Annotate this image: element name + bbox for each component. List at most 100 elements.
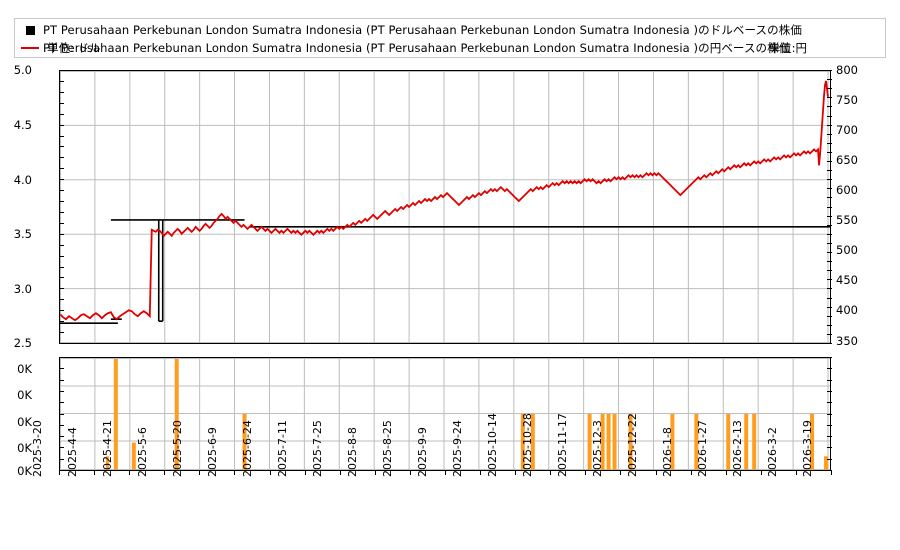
x-axis-tickmark [795, 470, 797, 475]
x-axis-tickmark [620, 470, 622, 475]
legend-entry-usd: PT Perusahaan Perkebunan London Sumatra … [15, 20, 885, 40]
x-axis-tickmark [304, 470, 306, 475]
x-axis-tickmark [164, 470, 166, 475]
volume-chart-svg [60, 358, 830, 470]
axis-tickmark [59, 201, 64, 203]
x-axis-tickmark [199, 470, 201, 475]
axis-tickmark [59, 157, 64, 159]
axis-tickmark [59, 379, 64, 381]
axis-tickmark [59, 470, 64, 471]
axis-tickmark [59, 413, 64, 415]
right-axis-tick-1: 750 [836, 93, 858, 107]
axis-tickmark [59, 124, 64, 126]
axis-tickmark [59, 424, 64, 426]
x-axis-tickmark [129, 470, 131, 475]
axis-tickmark [827, 151, 832, 153]
left-axis-tick-1: 4.5 [13, 118, 32, 132]
axis-tickmark [59, 343, 64, 344]
volume-bars [105, 358, 829, 470]
axis-tickmark [827, 297, 832, 299]
x-axis-tickmark [725, 470, 727, 475]
axis-tickmark [59, 146, 64, 148]
volume-axis-tick-2: 0K [17, 415, 32, 429]
x-axis-tickmark [269, 470, 271, 475]
axis-tickmark [827, 470, 832, 471]
axis-tickmark [59, 168, 64, 170]
right-axis-tick-6: 500 [836, 243, 858, 257]
axis-tickmark [827, 447, 832, 449]
axis-tickmark [59, 222, 64, 224]
axis-tickmark [827, 279, 832, 281]
legend-label-usd: PT Perusahaan Perkebunan London Sumatra … [43, 23, 802, 37]
x-axis-tickmark [445, 470, 446, 475]
x-axis-tickmark [409, 470, 411, 475]
axis-tickmark [827, 124, 832, 126]
price-chart-svg [60, 71, 830, 343]
axis-tickmark [59, 179, 64, 181]
red-line-icon [21, 46, 39, 50]
axis-tickmark [827, 315, 832, 317]
x-axis-tickmark [234, 470, 236, 475]
left-axis-tick-4: 3.0 [13, 282, 32, 296]
axis-tickmark [827, 343, 832, 344]
axis-tickmark [827, 70, 832, 71]
axis-tickmark [827, 215, 832, 217]
left-axis-tick-0: 5.0 [13, 63, 32, 77]
axis-tickmark [827, 197, 832, 199]
axis-tickmark [827, 242, 832, 244]
chart-legend: PT Perusahaan Perkebunan London Sumatra … [14, 18, 886, 58]
axis-tickmark [827, 402, 832, 404]
axis-tickmark [827, 97, 832, 99]
axis-tickmark [59, 211, 64, 213]
axis-tickmark [827, 79, 832, 81]
axis-tickmark [59, 277, 64, 279]
right-axis-tick-0: 800 [836, 63, 858, 77]
right-axis-tick-9: 350 [836, 334, 858, 348]
axis-tickmark [827, 179, 832, 181]
volume-axis-tick-3: 0K [17, 441, 32, 455]
volume-axis-tick-1: 0K [17, 388, 32, 402]
x-axis-tickmark [550, 470, 552, 475]
axis-tickmark [59, 255, 64, 257]
axis-tickmark [827, 390, 832, 392]
series-jpy-line [60, 80, 829, 322]
x-axis-tickmark [760, 470, 762, 475]
right-axis-tick-7: 450 [836, 273, 858, 287]
axis-tickmark [827, 170, 832, 172]
axis-tickmark [827, 206, 832, 208]
volume-axis-tick-0: 0K [17, 362, 32, 376]
axis-tickmark [827, 436, 832, 438]
axis-tickmark [59, 390, 64, 392]
axis-tickmark [827, 133, 832, 135]
axis-tickmark [59, 266, 64, 268]
axis-tickmark [827, 357, 832, 358]
left-axis-tick-2: 4.0 [13, 173, 32, 187]
left-axis-tick-3: 3.5 [13, 227, 32, 241]
axis-tickmark [59, 135, 64, 137]
axis-tickmark [59, 113, 64, 115]
axis-tickmark [827, 270, 832, 272]
axis-tickmark [827, 324, 832, 326]
axis-tickmark [59, 310, 64, 312]
legend-label-jpy: PT Perusahaan Perkebunan London Sumatra … [43, 41, 791, 55]
x-axis-tickmark [515, 470, 517, 475]
axis-tickmark [827, 288, 832, 290]
volume-chart-plot [59, 357, 831, 471]
price-gridlines-horizontal [60, 71, 830, 343]
axis-tickmark [59, 299, 64, 301]
axis-tickmark [827, 379, 832, 381]
axis-tickmark [59, 70, 64, 71]
axis-tickmark [827, 161, 832, 162]
axis-tickmark [827, 88, 832, 90]
right-axis-tick-2: 700 [836, 123, 858, 137]
axis-tickmark [59, 368, 64, 370]
axis-tickmark [827, 252, 832, 253]
axis-tickmark [59, 190, 64, 192]
x-axis-tickmark [690, 470, 692, 475]
axis-tickmark [827, 261, 832, 263]
axis-tickmark [59, 357, 64, 358]
x-axis-tickmark [655, 470, 657, 475]
right-axis-tick-8: 400 [836, 303, 858, 317]
x-axis-tickmark [480, 470, 482, 475]
